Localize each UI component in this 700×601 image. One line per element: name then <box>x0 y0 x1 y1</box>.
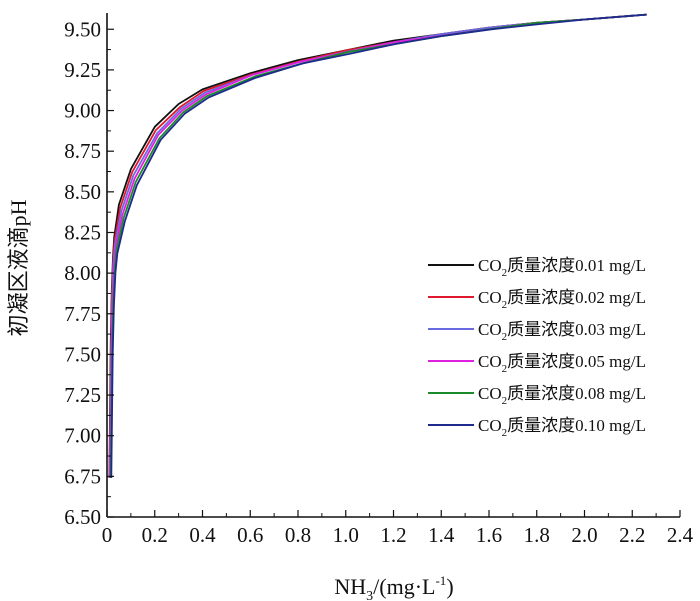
x-tick-label: 0.8 <box>285 523 311 547</box>
y-tick-label: 7.75 <box>64 302 101 326</box>
axes: 0 0.2 0.4 0.6 0.8 1.0 1.2 1.4 1.6 1.8 2.0 2.2 2.4 6.5… <box>64 13 694 547</box>
y-tick-label: 8.75 <box>64 139 101 163</box>
series-line-3 <box>109 13 647 479</box>
legend-label-3: CO2质量浓度0.05 mg/L <box>478 352 646 375</box>
y-axis-title: 初凝区液滴pH <box>6 199 31 336</box>
y-tick-label: 6.75 <box>64 464 101 488</box>
x-tick-label: 0.4 <box>189 523 216 547</box>
y-tick-label: 9.50 <box>64 17 101 41</box>
y-tick-label: 8.25 <box>64 220 101 244</box>
y-tick-label: 7.00 <box>64 424 101 448</box>
x-tick-label: 1.4 <box>428 523 455 547</box>
x-tick-label: 1.6 <box>476 523 502 547</box>
legend-label-4: CO2质量浓度0.08 mg/L <box>478 384 646 407</box>
y-tick-label: 6.50 <box>64 505 101 529</box>
x-tick-label: 1.8 <box>524 523 550 547</box>
y-tick-label: 9.25 <box>64 58 101 82</box>
y-tick-label: 8.00 <box>64 261 101 285</box>
series-line-4 <box>109 13 647 479</box>
series-line-5 <box>110 13 647 479</box>
series-line-2 <box>109 13 647 479</box>
x-tick-label: 0.2 <box>142 523 168 547</box>
legend-label-1: CO2质量浓度0.02 mg/L <box>478 288 646 311</box>
series-line-1 <box>108 13 647 479</box>
x-tick-label: 2.4 <box>667 523 694 547</box>
x-tick-label: 1.0 <box>333 523 359 547</box>
y-tick-label: 8.50 <box>64 180 101 204</box>
x-tick-label: 0.6 <box>237 523 263 547</box>
legend: CO2质量浓度0.01 mg/L CO2质量浓度0.02 mg/L CO2质量浓度0… <box>428 256 646 439</box>
legend-label-2: CO2质量浓度0.03 mg/L <box>478 320 646 343</box>
x-tick-label: 2.0 <box>571 523 597 547</box>
x-tick-label: 1.2 <box>380 523 406 547</box>
legend-label-5: CO2质量浓度0.10 mg/L <box>478 416 646 439</box>
series-lines <box>108 13 647 479</box>
x-tick-label: 0 <box>102 523 113 547</box>
y-tick-label: 9.00 <box>64 99 101 123</box>
series-line-0 <box>108 13 647 479</box>
x-tick-label: 2.2 <box>619 523 645 547</box>
y-tick-label: 7.25 <box>64 383 101 407</box>
y-tick-label: 7.50 <box>64 342 101 366</box>
legend-label-0: CO2质量浓度0.01 mg/L <box>478 256 646 279</box>
x-axis-title: NH3/(mg·L-1) <box>334 573 453 601</box>
